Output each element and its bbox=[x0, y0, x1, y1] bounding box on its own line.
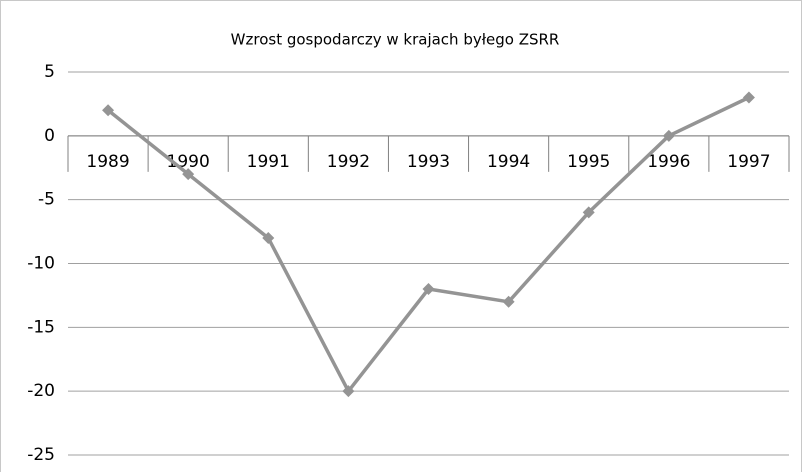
y-tick-label: 5 bbox=[44, 62, 55, 82]
x-tick-label: 1992 bbox=[327, 152, 370, 172]
data-point bbox=[662, 129, 675, 142]
x-tick-label: 1989 bbox=[86, 152, 129, 172]
chart-title: Wzrost gospodarczy w krajach byłego ZSRR bbox=[231, 31, 560, 49]
data-point bbox=[502, 295, 515, 308]
x-tick-label: 1995 bbox=[567, 152, 610, 172]
data-point bbox=[582, 206, 595, 219]
data-point bbox=[422, 283, 435, 296]
data-point bbox=[182, 168, 195, 181]
data-point bbox=[262, 231, 275, 244]
y-tick-label: -5 bbox=[38, 190, 55, 210]
y-tick-label: -20 bbox=[27, 381, 55, 401]
y-tick-label: -25 bbox=[27, 445, 55, 465]
x-tick-label: 1993 bbox=[407, 152, 450, 172]
data-point bbox=[102, 104, 115, 117]
x-tick-label: 1996 bbox=[647, 152, 690, 172]
x-tick-label: 1997 bbox=[727, 152, 770, 172]
data-point bbox=[342, 385, 355, 398]
data-point bbox=[742, 91, 755, 104]
y-tick-label: 0 bbox=[44, 126, 55, 146]
y-tick-label: -10 bbox=[27, 254, 55, 274]
x-tick-label: 1994 bbox=[487, 152, 530, 172]
y-tick-label: -15 bbox=[27, 317, 55, 337]
x-tick-label: 1991 bbox=[247, 152, 290, 172]
